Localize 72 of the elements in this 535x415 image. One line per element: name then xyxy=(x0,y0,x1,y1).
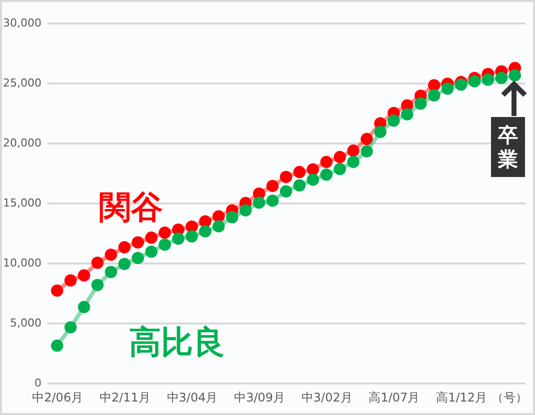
point xyxy=(78,269,90,282)
point xyxy=(50,284,64,297)
point xyxy=(306,174,320,186)
x-tick-label: 中2/11月 xyxy=(99,390,150,404)
series-label: 関谷 xyxy=(99,188,163,226)
point xyxy=(401,108,414,120)
point xyxy=(50,340,64,352)
point xyxy=(91,256,104,269)
point xyxy=(186,230,198,242)
point xyxy=(118,258,131,270)
point xyxy=(347,156,360,168)
point xyxy=(306,163,320,176)
x-tick-label: 中2/06月 xyxy=(32,390,84,404)
point xyxy=(280,170,292,184)
point xyxy=(428,89,440,102)
point xyxy=(508,69,522,82)
point xyxy=(482,74,494,86)
point xyxy=(104,266,118,278)
point xyxy=(78,300,90,314)
y-tick-label: 10,000 xyxy=(3,256,42,270)
point xyxy=(158,226,171,239)
point xyxy=(64,274,77,287)
point xyxy=(172,232,184,245)
point xyxy=(347,144,360,157)
x-tick-label: 高1/12月 xyxy=(436,390,488,404)
y-tick-label: 25,000 xyxy=(3,76,42,90)
x-tick-label: 高1/07月 xyxy=(368,390,420,404)
point xyxy=(64,321,77,334)
point xyxy=(320,168,333,181)
point xyxy=(414,98,427,110)
point xyxy=(132,236,144,248)
point xyxy=(334,162,346,176)
point xyxy=(454,78,468,91)
point xyxy=(212,210,225,222)
point xyxy=(374,126,386,138)
point xyxy=(293,179,306,192)
x-tick-label: 中3/09月 xyxy=(234,390,286,404)
point xyxy=(118,241,131,254)
point xyxy=(239,204,252,216)
point xyxy=(280,185,292,198)
point xyxy=(495,72,508,84)
point xyxy=(293,166,306,178)
point xyxy=(428,79,440,92)
point xyxy=(320,156,333,168)
point xyxy=(226,211,238,224)
y-tick-label: 0 xyxy=(34,376,42,390)
point xyxy=(360,132,373,146)
point xyxy=(441,82,454,95)
point xyxy=(212,220,225,232)
point xyxy=(199,215,212,228)
x-tick-label: 中3/04月 xyxy=(166,390,218,404)
point xyxy=(145,246,158,258)
point xyxy=(104,248,118,261)
point xyxy=(468,75,481,88)
point xyxy=(145,232,158,244)
y-tick-label: 30,000 xyxy=(3,16,42,30)
point xyxy=(388,114,400,127)
y-tick-label: 5,000 xyxy=(10,316,42,330)
series-label: 高比良 xyxy=(129,323,225,361)
y-tick-label: 15,000 xyxy=(3,196,42,210)
point xyxy=(334,150,346,164)
point xyxy=(266,194,279,207)
point xyxy=(158,238,171,251)
point xyxy=(91,278,104,292)
y-tick-label: 20,000 xyxy=(3,136,42,150)
x-tick-label: 中3/02月 xyxy=(301,390,352,404)
annotation: 卒業 xyxy=(497,123,519,171)
point xyxy=(199,225,212,238)
point xyxy=(266,180,279,192)
point xyxy=(132,252,144,264)
point xyxy=(252,196,266,209)
point xyxy=(360,145,373,158)
